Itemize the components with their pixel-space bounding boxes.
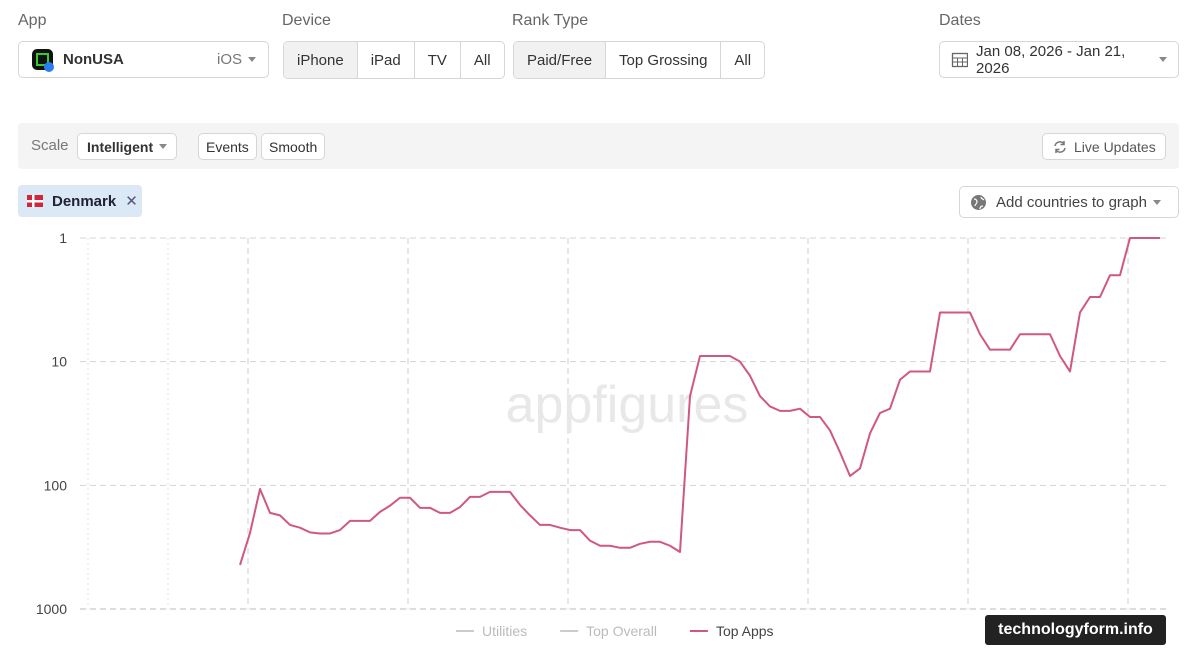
rank-type-group: Paid/Free Top Grossing All — [513, 41, 766, 79]
country-chip[interactable]: Denmark ✕ — [18, 185, 142, 217]
device-button[interactable]: All — [459, 42, 504, 78]
series-line — [239, 237, 1160, 566]
watermark: appfigures — [506, 376, 749, 434]
rank-type-button[interactable]: Top Grossing — [605, 42, 720, 78]
y-tick-label: 10 — [51, 354, 67, 370]
label: Rank Type — [512, 12, 589, 29]
events-button[interactable]: Events — [198, 133, 257, 160]
legend-item[interactable]: Top Apps — [689, 623, 774, 639]
legend-label: Top Overall — [586, 623, 657, 639]
scale-label: Scale — [31, 137, 69, 154]
globe-icon — [971, 194, 986, 210]
scale-select[interactable]: Intelligent — [77, 133, 178, 160]
device-group: iPhone iPad TV All — [283, 41, 505, 79]
legend-item[interactable]: Top Overall — [560, 623, 657, 639]
toolbar — [18, 123, 1179, 169]
y-tick-label: 1000 — [36, 601, 67, 617]
legend-label: Top Apps — [716, 623, 774, 639]
label: Device — [282, 12, 331, 29]
y-tick-label: 100 — [44, 477, 68, 493]
device-button[interactable]: TV — [413, 42, 460, 78]
live-updates-text: Live Updates — [1074, 138, 1156, 155]
vertical-grid — [247, 238, 1129, 609]
device-button[interactable]: iPad — [356, 42, 414, 78]
vertical-grid — [87, 238, 169, 609]
scale-value: Intelligent — [87, 138, 154, 155]
legend-label: Utilities — [482, 623, 527, 639]
app-name: NonUSA — [63, 51, 124, 68]
date-range: Jan 08, 2026 - Jan 21, 2026 — [976, 42, 1126, 77]
smooth-button[interactable]: Smooth — [261, 133, 326, 160]
label: App — [18, 12, 47, 29]
chart: appfigures 1 10 100 1000 Utilities Top Overal… — [36, 230, 1168, 639]
date-picker[interactable]: Jan 08, 2026 - Jan 21, 2026 — [939, 41, 1179, 78]
flag-icon — [27, 195, 43, 207]
credit: technologyform.info — [985, 615, 1166, 645]
country-name: Denmark — [52, 192, 117, 210]
live-updates-button[interactable]: Live Updates — [1042, 133, 1166, 160]
add-countries-text: Add countries to graph — [996, 193, 1147, 211]
add-countries[interactable]: Add countries to graph — [959, 186, 1179, 218]
device-button[interactable]: iPhone — [284, 42, 357, 78]
app-icon — [32, 48, 54, 72]
refresh-icon — [1054, 140, 1066, 153]
y-tick-label: 1 — [59, 230, 67, 246]
legend-item[interactable]: Utilities — [456, 623, 527, 639]
calendar-icon — [951, 52, 969, 67]
rank-type-button[interactable]: All — [720, 42, 764, 78]
rank-type-button[interactable]: Paid/Free — [514, 42, 606, 78]
platform: iOS — [216, 51, 242, 68]
label: Dates — [939, 12, 981, 29]
app-select[interactable]: NonUSA iOS — [18, 41, 269, 78]
